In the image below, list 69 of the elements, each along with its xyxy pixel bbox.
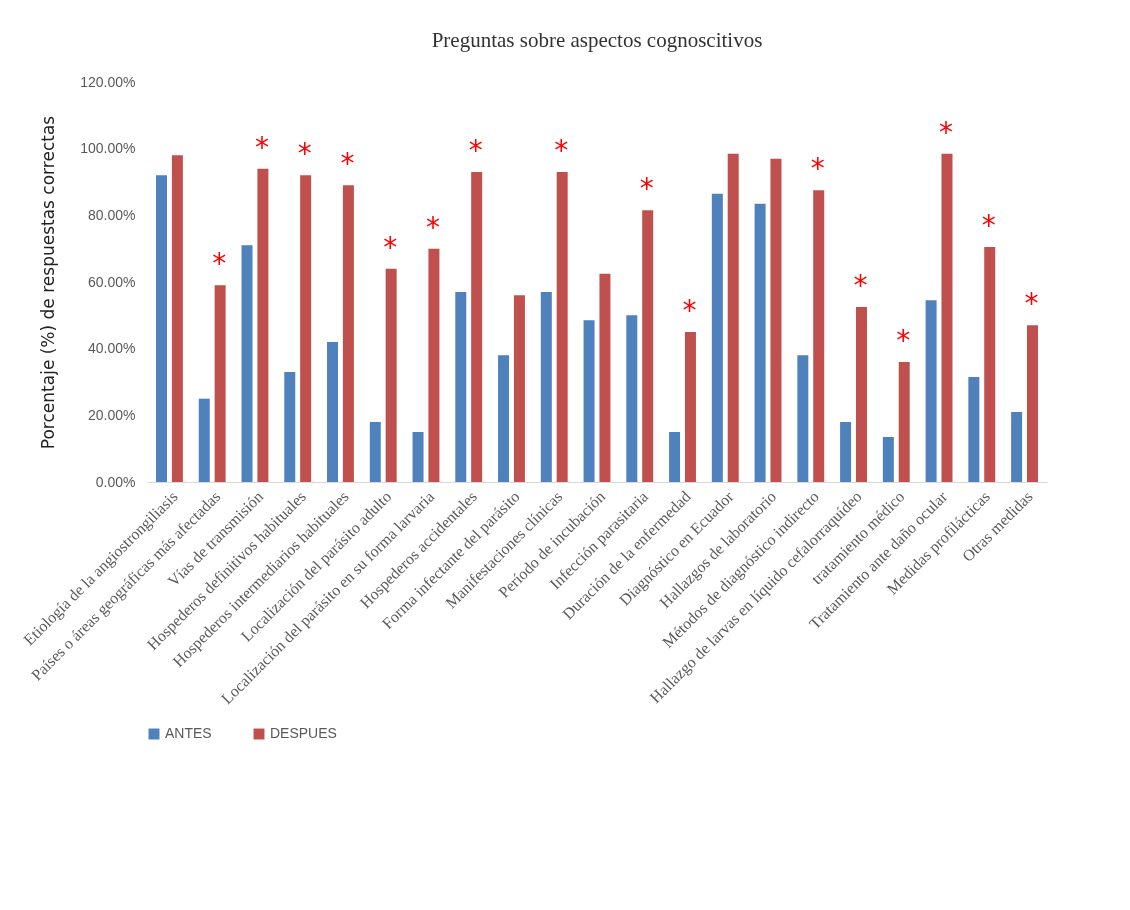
annotation: * (853, 269, 868, 302)
bar (198, 398, 210, 482)
bar (498, 355, 510, 482)
bar (770, 158, 782, 482)
bar (1011, 412, 1023, 482)
y-tick-label: 80.00% (88, 206, 136, 223)
annotation: * (297, 137, 312, 171)
bar (599, 273, 611, 482)
bar (684, 332, 696, 482)
bar (385, 268, 397, 482)
bar (813, 190, 825, 482)
bar (711, 193, 723, 482)
chart-title: Preguntas sobre aspectos cognoscitivos (431, 28, 763, 52)
y-tick-label: 100.00% (80, 140, 136, 157)
annotation: * (682, 294, 697, 327)
annotation: * (896, 324, 911, 357)
y-tick-label: 40.00% (88, 340, 136, 357)
annotation: * (639, 172, 654, 206)
annotation: * (383, 230, 398, 264)
y-tick-label: 60.00% (88, 273, 136, 290)
annotation: * (1024, 287, 1039, 321)
bar (428, 248, 440, 482)
bar (925, 300, 937, 482)
bar (257, 168, 269, 482)
bar (941, 153, 953, 482)
bar (840, 422, 852, 482)
bar (797, 355, 809, 482)
annotation: * (468, 134, 483, 167)
bar (412, 432, 424, 482)
legend-label: DESPUES (270, 725, 337, 741)
bar (968, 377, 980, 482)
y-tick-label: 0.00% (95, 473, 136, 490)
y-tick-label: 120.00% (80, 73, 136, 90)
bar (342, 185, 354, 482)
bar (171, 155, 183, 482)
bar (241, 245, 253, 482)
bar (984, 247, 996, 482)
bar (642, 210, 654, 482)
bar (369, 422, 381, 482)
bar (754, 203, 766, 482)
annotation: * (981, 209, 996, 242)
bar (540, 292, 552, 482)
bar (513, 295, 525, 482)
bar (1026, 325, 1038, 482)
bar (327, 342, 339, 482)
bar (882, 437, 894, 482)
bar (214, 285, 226, 482)
legend-label: ANTES (165, 725, 212, 741)
annotation: * (212, 247, 227, 281)
bar (626, 315, 638, 482)
annotation: * (425, 210, 440, 244)
bar (300, 175, 312, 482)
annotation: * (254, 130, 269, 164)
bar (727, 153, 739, 482)
bar (455, 292, 467, 482)
annotation: * (810, 152, 825, 186)
annotation: * (939, 115, 954, 149)
bar (284, 372, 296, 482)
bar (669, 432, 681, 482)
bar (583, 320, 595, 482)
annotation: * (340, 147, 355, 181)
bar (556, 172, 568, 482)
y-axis-title: Porcentaje (%) de respuestas correctas (38, 115, 59, 450)
annotation: * (554, 134, 569, 167)
bar (156, 175, 168, 482)
bar (855, 307, 867, 482)
bar (471, 172, 483, 482)
bar (898, 362, 910, 482)
y-tick-label: 20.00% (88, 406, 136, 423)
